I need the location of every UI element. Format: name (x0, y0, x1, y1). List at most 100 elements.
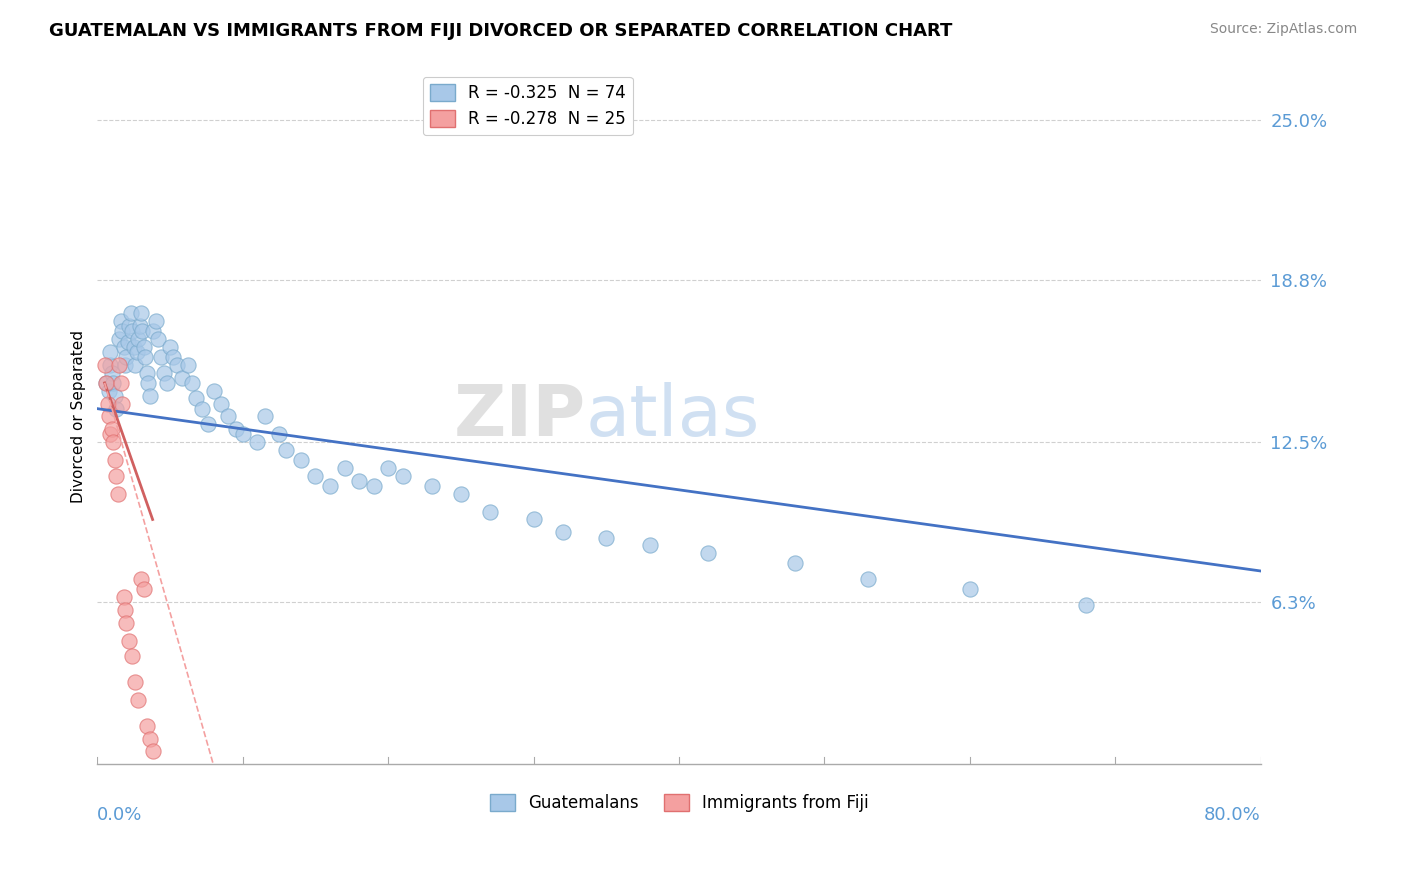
Point (107, 486, 129, 500)
Point (377, 461, 399, 475)
Point (162, 350, 184, 364)
Point (142, 744, 165, 758)
Point (125, 345, 148, 359)
Point (132, 582, 155, 596)
Point (551, 525, 574, 540)
Point (110, 376, 132, 390)
Point (638, 538, 661, 552)
Point (186, 392, 208, 406)
Point (148, 332, 170, 346)
Point (290, 453, 312, 467)
Point (108, 358, 131, 372)
Point (420, 479, 443, 493)
Point (114, 358, 136, 372)
Point (103, 435, 125, 450)
Point (118, 633, 141, 648)
Point (114, 602, 136, 616)
Point (319, 479, 342, 493)
Point (121, 648, 143, 663)
Point (136, 376, 159, 390)
Point (98, 384, 121, 398)
Point (112, 340, 135, 354)
Text: GUATEMALAN VS IMMIGRANTS FROM FIJI DIVORCED OR SEPARATED CORRELATION CHART: GUATEMALAN VS IMMIGRANTS FROM FIJI DIVOR… (49, 22, 953, 40)
Point (450, 486, 472, 500)
Point (110, 314, 132, 328)
Point (127, 693, 149, 707)
Point (108, 332, 131, 346)
Point (595, 531, 617, 545)
Point (138, 389, 160, 403)
Point (232, 427, 254, 442)
Point (128, 319, 150, 334)
Point (523, 512, 546, 526)
Point (129, 572, 152, 586)
Point (122, 340, 145, 354)
Point (246, 435, 269, 450)
Point (217, 409, 239, 424)
Point (145, 314, 167, 328)
Point (197, 417, 219, 431)
Text: Source: ZipAtlas.com: Source: ZipAtlas.com (1209, 22, 1357, 37)
Point (176, 358, 198, 372)
Point (166, 358, 188, 372)
Point (138, 731, 160, 746)
Point (100, 358, 122, 372)
Point (135, 718, 157, 732)
Point (132, 340, 155, 354)
Point (105, 401, 128, 416)
Point (159, 340, 181, 354)
Point (118, 319, 141, 334)
Point (269, 427, 291, 442)
Point (111, 324, 134, 338)
Point (120, 306, 142, 320)
Point (124, 358, 146, 372)
Point (225, 422, 247, 436)
Point (96, 396, 118, 410)
Point (121, 324, 143, 338)
Point (100, 427, 122, 442)
Point (253, 409, 276, 424)
Point (101, 422, 124, 436)
Point (276, 442, 298, 457)
Point (209, 396, 232, 410)
Point (101, 366, 124, 380)
Point (112, 590, 135, 604)
Point (363, 479, 385, 493)
Point (100, 345, 122, 359)
Point (150, 350, 173, 364)
Point (105, 468, 128, 483)
Text: atlas: atlas (586, 382, 761, 450)
Point (94, 376, 117, 390)
Point (103, 376, 125, 390)
Point (785, 556, 807, 570)
Point (127, 332, 149, 346)
Legend: Guatemalans, Immigrants from Fiji: Guatemalans, Immigrants from Fiji (482, 787, 875, 819)
Point (129, 306, 152, 320)
Point (93, 358, 115, 372)
Point (117, 334, 139, 349)
Point (153, 366, 176, 380)
Y-axis label: Divorced or Separated: Divorced or Separated (72, 330, 86, 503)
Point (391, 468, 413, 483)
Point (347, 474, 370, 488)
Point (115, 350, 138, 364)
Point (191, 401, 214, 416)
Point (134, 350, 156, 364)
Text: 0.0%: 0.0% (97, 806, 143, 824)
Point (131, 324, 153, 338)
Point (697, 546, 720, 560)
Text: 80.0%: 80.0% (1204, 806, 1261, 824)
Point (104, 389, 127, 403)
Point (333, 461, 356, 475)
Point (202, 384, 225, 398)
Point (135, 366, 157, 380)
Point (111, 396, 134, 410)
Point (1076, 598, 1098, 612)
Point (156, 376, 179, 390)
Point (180, 376, 202, 390)
Point (94, 376, 117, 390)
Point (304, 468, 326, 483)
Text: ZIP: ZIP (454, 382, 586, 450)
Point (115, 615, 138, 630)
Point (959, 582, 981, 596)
